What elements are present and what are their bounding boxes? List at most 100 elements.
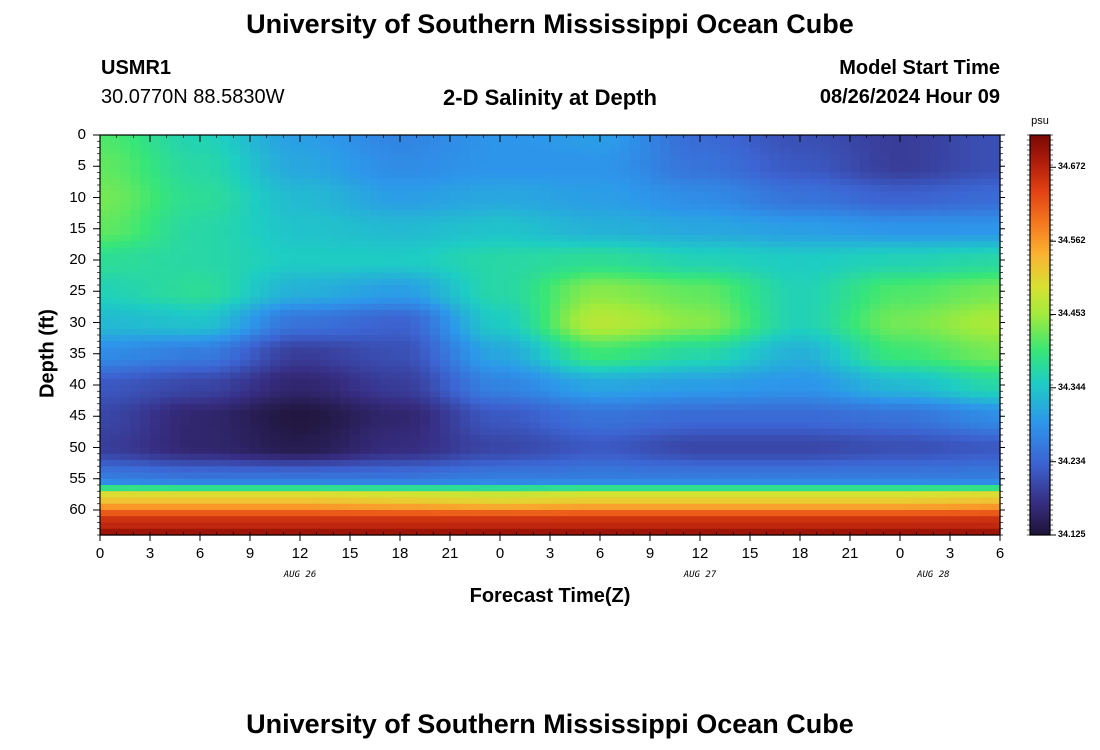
heatmap-cell [280,253,291,261]
heatmap-cell [370,166,381,174]
heatmap-cell [780,178,791,186]
heatmap-cell [220,435,231,442]
heatmap-cell [250,197,261,205]
heatmap-cell [270,241,281,249]
heatmap-cell [490,397,501,405]
heatmap-cell [710,272,721,280]
heatmap-cell [300,166,311,174]
heatmap-cell [290,310,301,317]
heatmap-cell [930,422,941,430]
heatmap-cell [330,172,341,180]
heatmap-cell [920,253,931,261]
heatmap-cell [410,153,421,161]
heatmap-cell [770,335,781,342]
heatmap-cell [940,366,951,374]
heatmap-cell [560,453,571,461]
heatmap-cell [790,441,801,449]
heatmap-cell [970,472,981,480]
heatmap-cell [120,191,131,199]
heatmap-cell [590,210,601,217]
heatmap-cell [270,472,281,480]
heatmap-cell [730,366,741,374]
heatmap-cell [300,472,311,480]
heatmap-cell [330,285,341,292]
heatmap-cell [360,410,371,417]
heatmap-cell [890,135,901,142]
heatmap-cell [700,185,711,192]
heatmap-cell [460,428,471,436]
heatmap-cell [400,378,411,386]
heatmap-cell [250,466,261,474]
heatmap-cell [530,278,541,286]
heatmap-cell [770,428,781,436]
heatmap-cell [560,185,571,192]
heatmap-cell [550,278,561,286]
heatmap-cell [190,360,201,367]
heatmap-cell [320,378,331,386]
heatmap-cell [970,147,981,155]
heatmap-cell [460,303,471,311]
heatmap-cell [340,410,351,417]
heatmap-cell [150,160,161,167]
heatmap-cell [540,447,551,455]
heatmap-cell [690,428,701,436]
heatmap-cell [510,410,521,417]
heatmap-cell [210,460,221,467]
heatmap-cell [440,253,451,261]
heatmap-cell [320,235,331,242]
heatmap-cell [860,185,871,192]
heatmap-cell [870,428,881,436]
heatmap-cell [370,347,381,355]
heatmap-cell [340,347,351,355]
heatmap-cell [400,460,411,467]
heatmap-cell [840,335,851,342]
heatmap-cell [780,453,791,461]
heatmap-cell [120,241,131,249]
heatmap-cell [300,203,311,211]
heatmap-cell [280,416,291,424]
heatmap-cell [280,297,291,305]
heatmap-cell [980,422,991,430]
heatmap-cell [810,347,821,355]
heatmap-cell [350,416,361,424]
heatmap-cell [230,203,241,211]
heatmap-cell [620,260,631,267]
heatmap-cell [490,428,501,436]
heatmap-cell [910,253,921,261]
heatmap-cell [130,278,141,286]
heatmap-cell [170,166,181,174]
heatmap-cell [340,272,351,280]
heatmap-cell [890,372,901,380]
heatmap-cell [390,353,401,361]
heatmap-cell [130,310,141,317]
heatmap-cell [200,360,211,367]
heatmap-cell [170,391,181,399]
heatmap-cell [570,266,581,274]
heatmap-cell [450,285,461,292]
heatmap-cell [760,391,771,399]
heatmap-cell [260,216,271,224]
heatmap-cell [960,353,971,361]
heatmap-cell [760,397,771,405]
heatmap-cell [100,135,111,142]
heatmap-cell [810,203,821,211]
heatmap-cell [730,378,741,386]
heatmap-cell [450,410,461,417]
heatmap-cell [670,378,681,386]
heatmap-cell [350,441,361,449]
heatmap-cell [640,260,651,267]
heatmap-cell [370,191,381,199]
heatmap-cell [810,266,821,274]
heatmap-cell [550,310,561,317]
heatmap-cell [990,228,1001,236]
heatmap-cell [680,341,691,349]
heatmap-cell [260,172,271,180]
heatmap-cell [340,160,351,167]
heatmap-cell [200,447,211,455]
heatmap-cell [750,166,761,174]
heatmap-cell [630,460,641,467]
heatmap-cell [550,297,561,305]
heatmap-cell [850,372,861,380]
heatmap-cell [250,160,261,167]
heatmap-cell [810,360,821,367]
